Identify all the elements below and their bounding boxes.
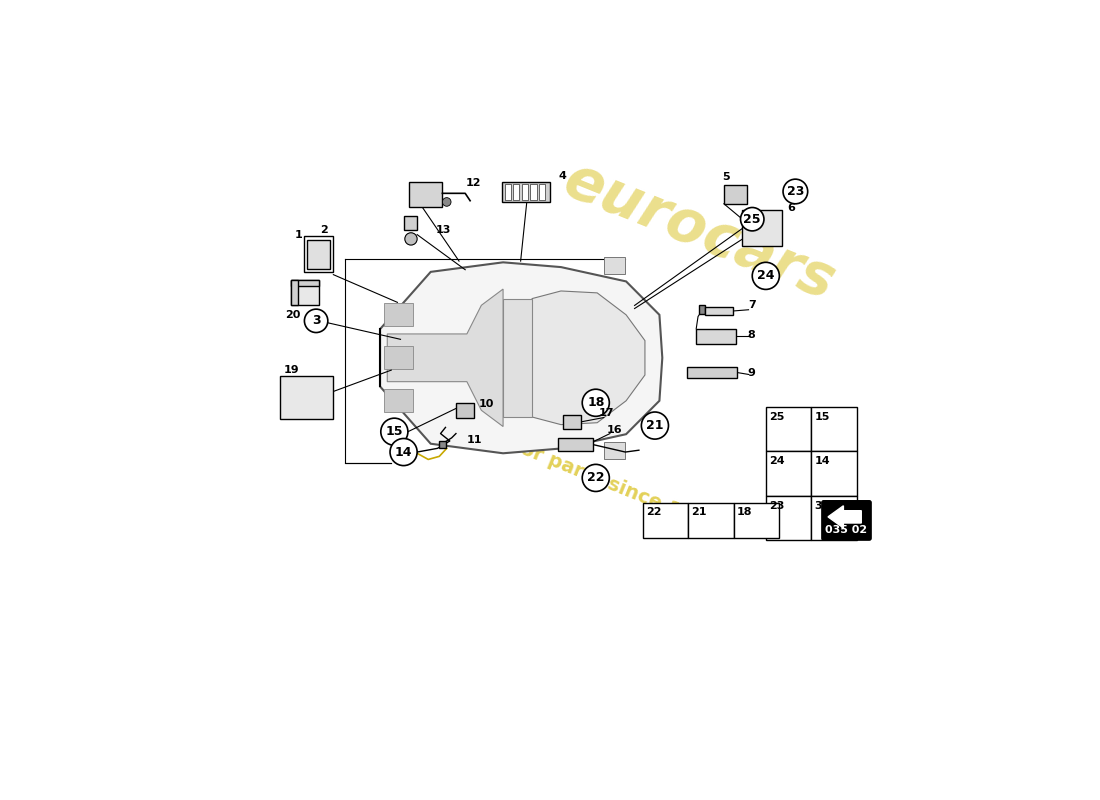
Text: 22: 22 [587, 471, 605, 485]
Text: 18: 18 [737, 507, 752, 518]
Text: 9: 9 [748, 368, 756, 378]
Circle shape [783, 179, 807, 204]
Bar [766, 407, 812, 451]
Text: 21: 21 [691, 507, 707, 518]
Text: 23: 23 [769, 501, 784, 510]
Text: 3: 3 [311, 314, 320, 327]
Bar [455, 402, 474, 418]
Circle shape [641, 412, 669, 439]
Polygon shape [828, 506, 861, 528]
Text: eurocars: eurocars [556, 151, 844, 312]
Bar [812, 496, 857, 540]
Bar [439, 441, 447, 448]
Bar [700, 306, 705, 314]
Circle shape [390, 438, 417, 466]
Bar [562, 415, 581, 429]
Bar [766, 496, 812, 540]
Bar [604, 442, 625, 459]
Bar [304, 237, 333, 272]
Bar [558, 438, 593, 451]
Bar [280, 376, 332, 419]
Text: 16: 16 [606, 426, 623, 435]
Circle shape [582, 464, 609, 491]
Text: 10: 10 [480, 399, 494, 409]
Polygon shape [532, 291, 645, 425]
Text: 7: 7 [748, 301, 756, 310]
Bar [384, 390, 414, 412]
Bar [705, 307, 733, 314]
Bar [404, 216, 417, 230]
Bar [686, 367, 737, 378]
Text: 14: 14 [395, 446, 412, 458]
Polygon shape [387, 289, 503, 426]
Text: 22: 22 [646, 507, 661, 518]
Polygon shape [379, 262, 662, 454]
Text: 23: 23 [786, 185, 804, 198]
Text: 19: 19 [284, 365, 299, 375]
Text: 5: 5 [723, 172, 730, 182]
Bar [292, 279, 298, 306]
Circle shape [405, 233, 417, 245]
Bar [505, 184, 510, 200]
Text: 25: 25 [744, 213, 761, 226]
Text: 4: 4 [559, 171, 566, 181]
Text: 25: 25 [769, 412, 784, 422]
Circle shape [740, 207, 763, 231]
Bar [530, 184, 537, 200]
Text: 2: 2 [320, 225, 328, 234]
Bar [604, 257, 625, 274]
Bar [689, 502, 734, 538]
Circle shape [305, 309, 328, 333]
Text: 3: 3 [814, 501, 822, 510]
Bar [307, 239, 330, 269]
Text: 1: 1 [295, 230, 302, 240]
Bar [724, 186, 747, 204]
Text: 13: 13 [436, 226, 451, 235]
Text: 11: 11 [466, 434, 482, 445]
Bar [408, 182, 442, 207]
Text: 12: 12 [465, 178, 481, 189]
Bar [292, 279, 319, 306]
Text: 17: 17 [600, 408, 615, 418]
FancyBboxPatch shape [822, 501, 871, 540]
Circle shape [752, 262, 779, 290]
Bar [521, 184, 528, 200]
Bar [514, 184, 519, 200]
Polygon shape [503, 298, 532, 417]
Bar [766, 451, 812, 496]
Text: a passion for parts since 1985: a passion for parts since 1985 [407, 394, 720, 537]
Text: 15: 15 [386, 426, 403, 438]
Text: 14: 14 [814, 456, 830, 466]
Circle shape [582, 390, 609, 416]
Bar [734, 502, 779, 538]
Bar [384, 303, 414, 326]
Bar [742, 210, 782, 246]
Text: 035 02: 035 02 [825, 526, 868, 535]
Text: 8: 8 [748, 330, 756, 340]
Circle shape [381, 418, 408, 446]
Text: 24: 24 [757, 270, 774, 282]
Bar [502, 182, 550, 202]
Bar [642, 502, 689, 538]
Bar [696, 329, 736, 344]
Text: 20: 20 [285, 310, 300, 320]
Text: 24: 24 [769, 456, 784, 466]
Text: 6: 6 [788, 203, 795, 213]
Bar [292, 279, 319, 286]
Bar [812, 451, 857, 496]
Bar [539, 184, 546, 200]
Text: 15: 15 [814, 412, 829, 422]
Circle shape [442, 198, 451, 206]
Text: 18: 18 [587, 396, 605, 410]
Bar [812, 407, 857, 451]
Bar [384, 346, 414, 370]
Text: 21: 21 [646, 419, 663, 432]
